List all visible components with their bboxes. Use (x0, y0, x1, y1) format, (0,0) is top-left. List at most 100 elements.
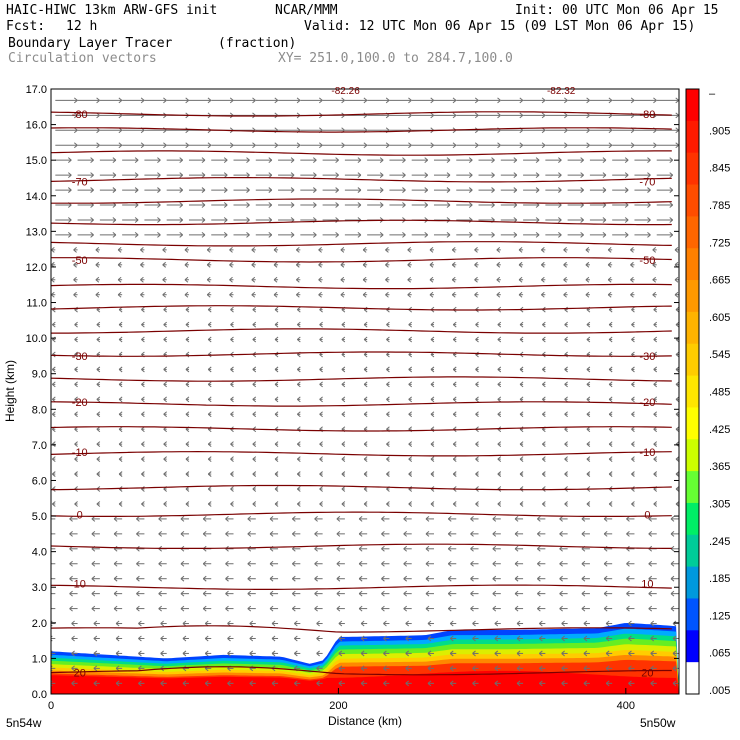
isotherm-line (51, 283, 672, 290)
vector-arrow-head (535, 204, 540, 208)
vector-arrow-head (160, 680, 165, 684)
vector-arrow-head (474, 142, 479, 146)
vector-arrow-head (670, 563, 675, 567)
vector-arrow-head (537, 608, 541, 612)
vector-arrow-head (381, 545, 385, 550)
vector-arrow-head (564, 112, 568, 116)
vector-arrow-head (319, 396, 323, 400)
vector-arrow-head (519, 100, 524, 104)
isotherm-label: 20 (74, 668, 86, 680)
vector-arrow-head (141, 381, 145, 385)
vector-arrow-head (90, 217, 94, 221)
vector-arrow-head (252, 309, 257, 313)
vector-arrow-head (207, 129, 212, 134)
vector-arrow-head (140, 261, 144, 266)
vector-arrow-head (563, 261, 567, 266)
vector-arrow-head (535, 189, 540, 193)
vector-arrow-head (93, 667, 98, 672)
vector-arrow-head (51, 456, 56, 460)
vector-arrow-head (90, 172, 94, 176)
vector-arrow-head (297, 443, 301, 448)
vector-arrow-head (648, 530, 653, 535)
vector-arrow-head (47, 591, 50, 594)
vector-arrow-head (336, 605, 341, 609)
vector-arrow-head (74, 428, 78, 433)
vector-arrow-head (518, 264, 523, 268)
vector-arrow-head (383, 620, 387, 624)
vector-arrow-head (74, 471, 78, 475)
vector-arrow-head (141, 369, 145, 373)
vector-arrow-head (408, 381, 413, 385)
vector-arrow-head (402, 172, 406, 176)
vector-arrow-head (542, 309, 546, 313)
vector-arrow-head (408, 321, 413, 325)
vector-arrow-head (157, 202, 161, 206)
vector-arrow-head (357, 217, 362, 221)
vector-arrow-head (319, 456, 323, 460)
vector-arrow-head (290, 189, 295, 193)
vector-arrow-head (96, 321, 101, 325)
vector-arrow-head (427, 667, 432, 672)
vector-arrow-head (497, 112, 501, 116)
vector-arrow-head (318, 276, 322, 281)
vector-arrow-head (252, 398, 257, 403)
vector-arrow-head (652, 294, 657, 298)
vector-arrow-head (425, 578, 430, 582)
vector-arrow-head (470, 608, 474, 612)
vector-arrow-head (449, 665, 454, 669)
vector-arrow-head (585, 261, 590, 266)
vector-arrow-head (514, 530, 519, 535)
vector-arrow-head (626, 533, 630, 537)
vector-arrow-head (69, 578, 73, 582)
vector-arrow-head (624, 187, 629, 191)
vector-arrow-head (358, 608, 363, 612)
vector-arrow-head (74, 381, 78, 385)
vector-arrow-head (674, 294, 679, 298)
vector-arrow-head (564, 339, 568, 343)
vector-arrow-head (225, 563, 229, 567)
vector-arrow-head (519, 144, 524, 149)
vector-arrow-head (518, 261, 523, 266)
vector-arrow-head (402, 202, 406, 206)
vector-arrow-head (292, 548, 296, 552)
vector-arrow-head (292, 578, 296, 582)
vector-arrow-head (650, 623, 655, 627)
vector-arrow-head (446, 232, 451, 236)
vector-arrow-head (650, 635, 655, 639)
vector-arrow-head (316, 635, 320, 639)
vector-arrow-head (358, 575, 363, 580)
vector-arrow-head (134, 157, 139, 161)
vector-arrow-head (624, 172, 629, 176)
y-tick-label: 0.0 (32, 689, 47, 701)
vector-arrow-head (492, 605, 497, 609)
vector-arrow-head (297, 473, 301, 477)
isotherm-label: 20 (641, 668, 653, 680)
vector-arrow-head (96, 381, 101, 385)
vector-arrow-head (357, 202, 362, 206)
vector-arrow-head (201, 172, 206, 176)
vector-arrow-head (118, 411, 123, 415)
vector-arrow-head (158, 560, 163, 565)
vector-arrow-head (269, 608, 274, 612)
vector-arrow-head (73, 144, 78, 149)
vector-arrow-head (383, 653, 387, 657)
vector-arrow-head (542, 471, 546, 475)
vector-arrow-head (357, 159, 362, 164)
vector-arrow-head (475, 383, 479, 388)
vector-arrow-head (586, 456, 591, 460)
vector-arrow-head (535, 159, 540, 164)
vector-arrow-head (605, 665, 610, 669)
vector-arrow-head (475, 486, 479, 490)
vector-arrow-head (271, 638, 276, 642)
vector-arrow-head (269, 530, 274, 535)
vector-arrow-head (631, 503, 635, 507)
vector-arrow-head (185, 396, 190, 400)
vector-arrow-head (74, 473, 78, 477)
vector-arrow-head (67, 217, 72, 221)
isotherm-label: -10 (639, 447, 655, 459)
vector-arrow-head (230, 441, 234, 445)
vector-arrow-head (580, 204, 584, 208)
vector-arrow-head (93, 665, 98, 669)
vector-arrow-head (319, 486, 323, 490)
vector-arrow-head (118, 501, 123, 505)
